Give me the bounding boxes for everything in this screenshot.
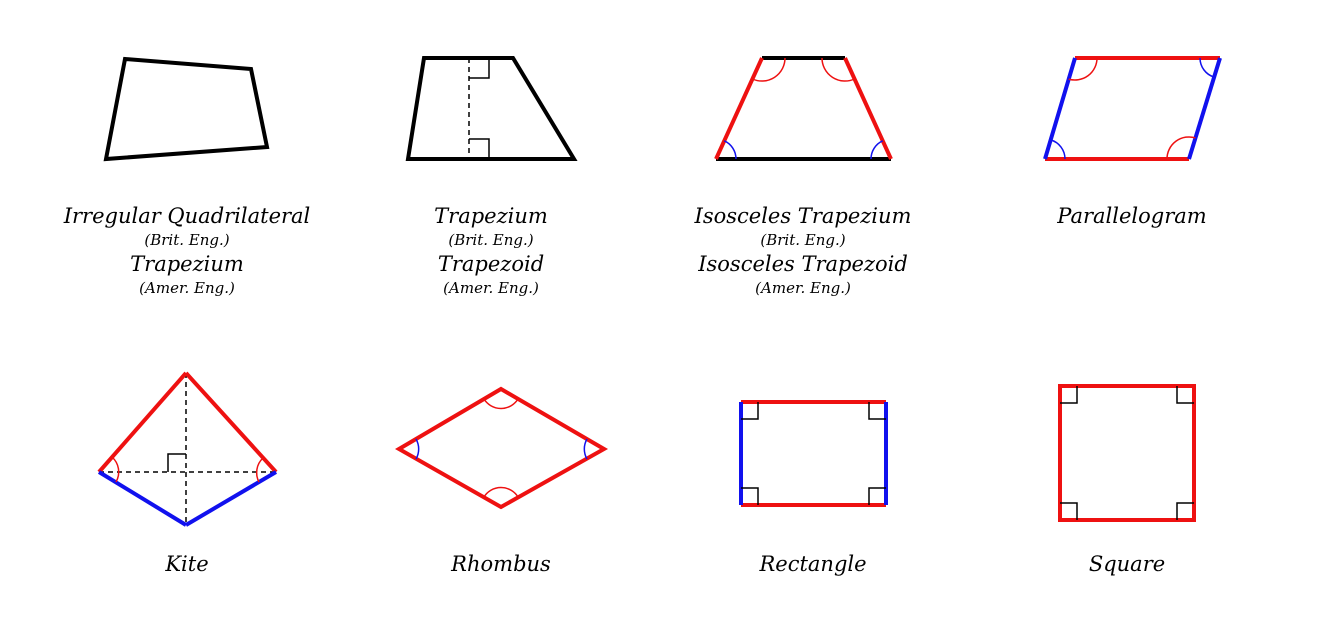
right-angle-marker-tl [1060,386,1078,404]
right-angle-marker-tl [741,402,759,420]
dialect-note: (Amer. Eng.) [443,279,539,297]
shape-name: Isosceles Trapezium [694,204,912,228]
shape-name: Square [1088,552,1166,576]
shape-name: Trapezium [434,204,548,228]
angle-arc-top-left [1068,57,1098,81]
angle-arc-top [483,398,519,410]
right-angle-marker-bl [741,487,759,505]
angle-arc-right [255,457,264,483]
angle-arc-left [111,456,120,483]
isosceles-trapezium-caption: Isosceles Trapezium (Brit. Eng.) Isoscel… [695,203,912,299]
angle-arc-top-right [1199,57,1215,78]
parallelogram-caption: Parallelogram [1057,203,1206,229]
square-caption: Square [1089,551,1165,577]
shape-name: Rectangle [759,552,867,576]
shape-alt-name: Isosceles Trapezoid [698,252,908,276]
angle-arc-left [415,438,420,460]
dialect-note: (Brit. Eng.) [448,231,534,249]
shape-name: Irregular Quadrilateral [63,204,311,228]
shape-alt-name: Trapezium [130,252,244,276]
dialect-note: (Brit. Eng.) [760,231,846,249]
angle-arc-bottom-right [1166,136,1196,160]
angle-arc-bottom-right [870,140,884,160]
square-shape [1058,384,1196,522]
irregular-quadrilateral-caption: Irregular Quadrilateral (Brit. Eng.) Tra… [64,203,311,299]
trapezium-shape [405,56,578,161]
angle-arc-bottom [483,486,519,498]
shape-name: Rhombus [451,552,551,576]
right-angle-marker [167,453,186,472]
right-angle-marker-tr [868,402,886,420]
dialect-note: (Amer. Eng.) [139,279,235,297]
parallelogram-shape [1043,56,1222,161]
dialect-note: (Amer. Eng.) [755,279,851,297]
isosceles-trapezium-shape [714,56,893,161]
kite-caption: Kite [165,551,208,577]
angle-arc-top-right [821,57,855,82]
rectangle-shape [739,400,888,507]
shape-name: Kite [165,552,209,576]
angle-arc-top-left [752,57,786,82]
kite-shape [97,371,278,527]
right-angle-marker-top [469,58,490,79]
angle-arc-right [583,438,588,460]
rectangle-caption: Rectangle [759,551,866,577]
shape-name: Parallelogram [1057,204,1207,228]
dialect-note: (Brit. Eng.) [144,231,230,249]
angle-arc-bottom-left [723,140,737,160]
right-angle-marker-bottom [469,138,490,159]
irregular-quadrilateral-shape [103,56,270,162]
right-angle-marker-bl [1060,502,1078,520]
right-angle-marker-tr [1176,386,1194,404]
shape-alt-name: Trapezoid [437,252,545,276]
rhombus-caption: Rhombus [451,551,551,577]
right-angle-marker-br [868,487,886,505]
trapezium-caption: Trapezium (Brit. Eng.) Trapezoid (Amer. … [434,203,548,299]
rhombus-shape [395,386,609,510]
right-angle-marker-br [1176,502,1194,520]
angle-arc-bottom-left [1050,139,1066,160]
